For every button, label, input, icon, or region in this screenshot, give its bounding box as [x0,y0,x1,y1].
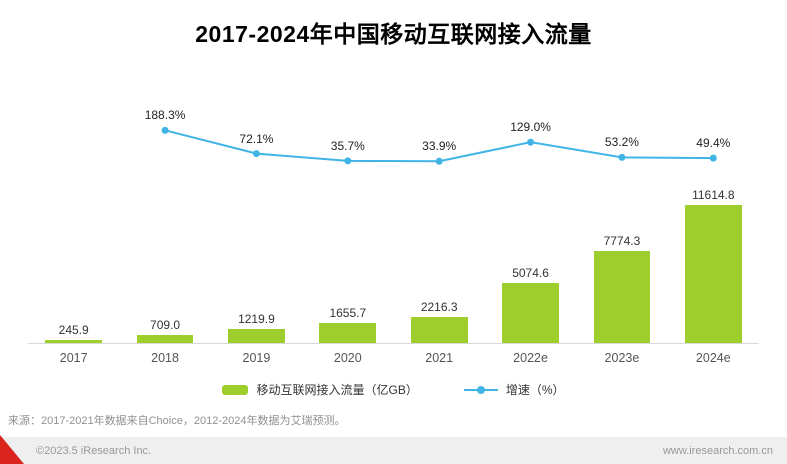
x-axis-label: 2024e [695,351,731,365]
bar-column: 11614.8 [668,188,759,343]
bar [45,340,102,343]
bar-column: 7774.3 [576,234,667,343]
line-value-label: 53.2% [604,135,639,150]
legend-traffic-label: 移动互联网接入流量（亿GB） [256,383,418,397]
line-value-label: 188.3% [144,108,186,123]
bar-column: 1219.9 [211,312,302,343]
x-axis-label: 2019 [242,351,271,365]
legend: 移动互联网接入流量（亿GB） 增速（%） [0,381,787,398]
legend-line-swatch [463,385,498,394]
legend-growth-label: 增速（%） [505,383,565,397]
bar-value-label: 709.0 [150,317,181,332]
bar-value-label: 1655.7 [329,306,367,321]
legend-item-traffic: 移动互联网接入流量（亿GB） [222,381,418,398]
bar-value-label: 245.9 [58,323,89,338]
bar-column: 709.0 [119,318,210,343]
x-axis-label: 2017 [59,351,88,365]
footer-url: www.iresearch.com.cn [662,444,773,457]
x-axis-label: 2021 [425,351,454,365]
x-axis-label: 2018 [151,351,179,365]
bar [502,282,559,343]
bar-column: 2216.3 [394,300,485,343]
bar [228,328,285,343]
line-value-label: 129.0% [510,120,551,135]
bar [319,323,377,343]
source-note: 来源：2017-2021年数据来自Choice，2012-2024年数据为艾瑞预… [8,415,346,427]
bar-value-label: 5074.6 [512,265,549,280]
bar [593,250,651,343]
bar-value-label: 11614.8 [692,188,735,202]
footer-bar: ©2023.5 iResearch Inc. www.iresearch.com… [0,437,787,464]
footer-copyright: ©2023.5 iResearch Inc. [36,444,152,457]
legend-item-growth: 增速（%） [463,381,565,398]
bar-column: 245.9 [28,323,119,343]
bar-column: 5074.6 [485,266,576,343]
bar-value-label: 1219.9 [238,311,275,326]
line-value-label: 33.9% [422,139,457,154]
bar-value-label: 7774.3 [603,233,641,248]
legend-line-dot [476,385,485,394]
bar-column: 1655.7 [302,306,393,343]
bar [136,334,194,343]
x-axis: 2017 2018 2019 2020 2021 2022e 2023e 2024e [28,344,759,365]
plot-area: 245.9 709.0 1219.9 1655.7 2216.3 5074.6 7774.3… [28,80,759,344]
plot-cells: 245.9 709.0 1219.9 1655.7 2216.3 5074.6 7774.3… [28,80,759,343]
bar [410,316,468,343]
line-value-label: 49.4% [696,136,731,151]
x-axis-label: 2020 [333,351,362,365]
legend-bar-swatch [222,384,249,395]
x-axis-label: 2022e [513,351,548,365]
bar [684,205,742,343]
bar-value-label: 2216.3 [420,299,458,314]
chart-title: 2017-2024年中国移动互联网接入流量 [195,21,592,47]
line-value-label: 35.7% [330,138,365,153]
x-axis-label: 2023e [604,351,640,365]
line-value-label: 72.1% [239,131,274,146]
